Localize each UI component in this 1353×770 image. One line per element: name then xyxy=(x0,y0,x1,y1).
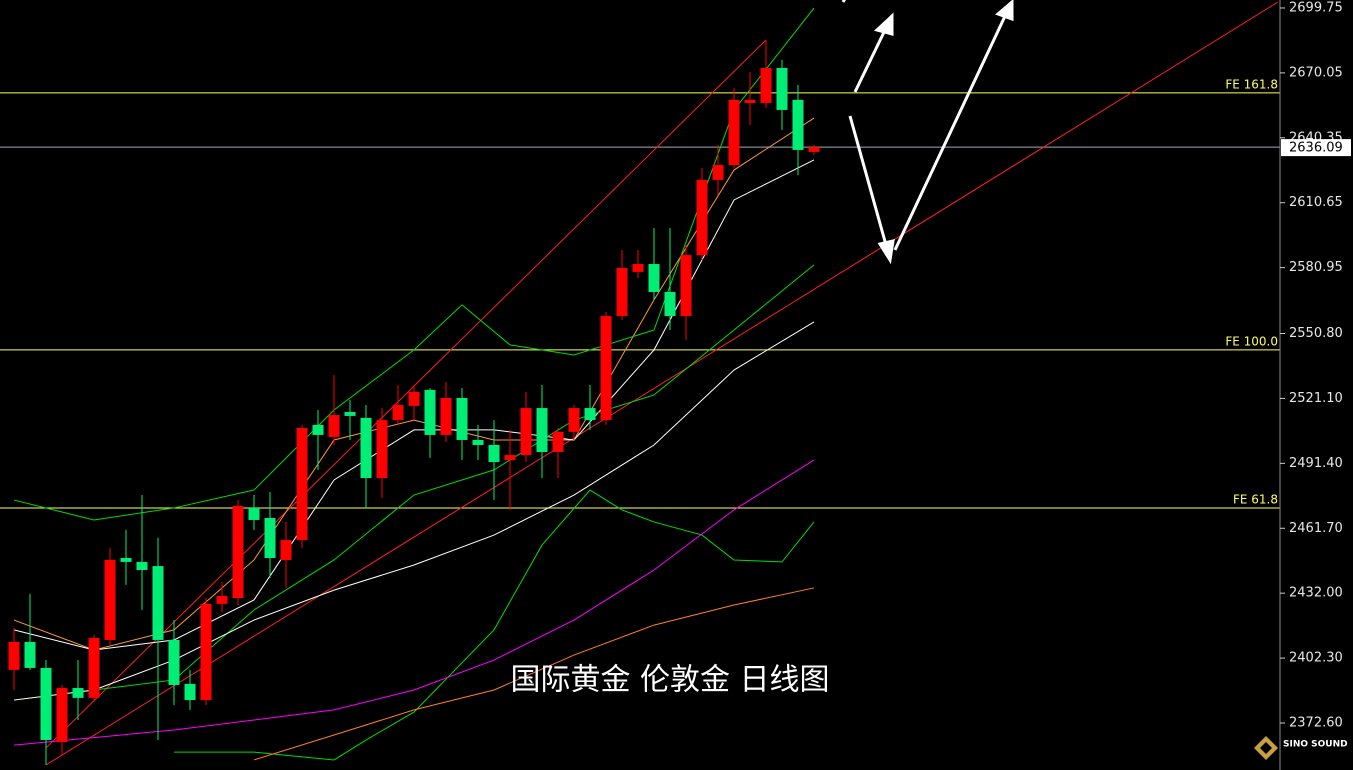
candle-body xyxy=(40,667,52,741)
candle-body xyxy=(200,603,212,701)
candle-body xyxy=(8,641,20,670)
candle-body xyxy=(472,439,484,445)
arrows xyxy=(841,0,1014,265)
y-tick-label: 2372.60 xyxy=(1289,716,1343,731)
candle-body xyxy=(152,566,164,640)
candle-body xyxy=(248,507,260,520)
level-label: FE 61.8 xyxy=(1233,492,1278,506)
overlay-line xyxy=(45,39,767,749)
candle-body xyxy=(88,637,100,698)
candle-body xyxy=(424,389,436,435)
candle-body xyxy=(456,398,468,440)
overlay-line xyxy=(253,587,815,761)
candle-body xyxy=(296,427,308,541)
axis-background xyxy=(1280,0,1353,770)
candle-body xyxy=(376,420,388,478)
candle-body xyxy=(616,267,628,317)
candle-body xyxy=(488,444,500,463)
candle-body xyxy=(808,147,820,152)
overlay-line xyxy=(13,264,815,701)
candle-body xyxy=(408,391,420,406)
candle-body xyxy=(184,683,196,701)
overlay-line xyxy=(13,321,815,701)
arrow xyxy=(841,0,846,3)
candle-body xyxy=(600,316,612,421)
level-label: FE 100.0 xyxy=(1225,334,1278,348)
arrow xyxy=(848,115,888,246)
candle-body xyxy=(24,641,36,668)
candle-body xyxy=(792,99,804,150)
y-tick-label: 2610.65 xyxy=(1289,195,1343,210)
arrow xyxy=(893,13,1008,251)
last-price-label: 2636.09 xyxy=(1289,141,1343,156)
candle-body xyxy=(648,264,660,293)
last-price-box xyxy=(1281,139,1351,157)
candle-body xyxy=(568,408,580,432)
y-tick-label: 2432.00 xyxy=(1289,586,1343,601)
candle-body xyxy=(328,415,340,437)
candle-body xyxy=(56,688,68,743)
arrow-head xyxy=(877,239,895,265)
overlay-line xyxy=(13,459,815,746)
y-tick-label: 2699.75 xyxy=(1289,0,1343,15)
candle-body xyxy=(264,517,276,558)
level-label: FE 161.8 xyxy=(1225,77,1278,91)
y-tick-label: 2521.10 xyxy=(1289,391,1343,406)
arrow xyxy=(853,27,888,93)
candle-body xyxy=(760,67,772,103)
candle-body xyxy=(104,559,116,640)
candle-body xyxy=(120,557,132,562)
candle-body xyxy=(280,540,292,560)
candle-body xyxy=(536,408,548,452)
candle-body xyxy=(696,179,708,256)
candle-body xyxy=(664,292,676,317)
y-axis: 2699.752670.052640.352610.652580.952550.… xyxy=(1279,0,1353,770)
y-tick-label: 2550.80 xyxy=(1289,326,1343,341)
y-tick-label: 2461.70 xyxy=(1289,521,1343,536)
y-tick-label: 2670.05 xyxy=(1289,65,1343,80)
candle-body xyxy=(344,411,356,416)
arrow-head xyxy=(995,0,1014,22)
y-tick-label: 2580.95 xyxy=(1289,260,1343,275)
candle-body xyxy=(232,505,244,598)
candle-body xyxy=(744,99,756,103)
plot-area: FE 161.8 FE 100.0 FE 61.8 xyxy=(0,1,1280,766)
candle-body xyxy=(584,408,596,421)
chart-title: 国际黄金 伦敦金 日线图 xyxy=(510,663,829,698)
overlay-line xyxy=(45,1,1279,766)
candle-body xyxy=(440,398,452,435)
candle-body xyxy=(520,408,532,456)
logo: SINO SOUND xyxy=(1254,736,1348,760)
y-tick-label: 2402.30 xyxy=(1289,651,1343,666)
candle-body xyxy=(168,639,180,685)
overlay-line xyxy=(174,489,815,761)
candle-body xyxy=(72,688,84,698)
candle-body xyxy=(312,424,324,435)
candle-body xyxy=(360,417,372,478)
candle-body xyxy=(680,255,692,317)
arrow-head xyxy=(873,12,894,36)
candle-body xyxy=(136,561,148,571)
candle-body xyxy=(632,264,644,272)
candle-body xyxy=(712,165,724,180)
y-tick-label: 2491.40 xyxy=(1289,456,1343,471)
candle-body xyxy=(504,455,516,461)
candle-body xyxy=(392,404,404,421)
candle-body xyxy=(552,431,564,452)
candle-body xyxy=(728,99,740,166)
logo-text: SINO SOUND xyxy=(1283,740,1348,750)
candle-body xyxy=(776,67,788,110)
logo-mark-inner xyxy=(1260,742,1272,754)
candle-body xyxy=(216,596,228,604)
